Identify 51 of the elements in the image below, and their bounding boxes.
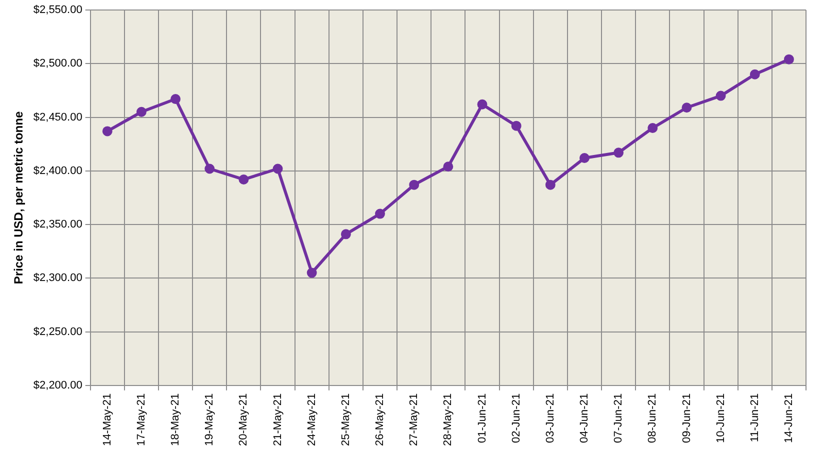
point (136, 106, 146, 117)
point (477, 99, 488, 110)
x-tick-label: 08-Jun-21 (646, 393, 659, 443)
x-tick-label: 03-Jun-21 (544, 393, 556, 443)
y-tick-label: $2,550.00 (33, 4, 82, 16)
x-tick-label: 01-Jun-21 (476, 393, 488, 443)
x-tick-label: 27-May-21 (408, 393, 420, 446)
point (272, 164, 283, 174)
y-tick-label: $2,250.00 (33, 326, 82, 338)
point (682, 102, 692, 113)
point (409, 180, 420, 190)
point (614, 148, 624, 158)
point (784, 54, 794, 64)
point (716, 90, 726, 101)
x-tick-label: 02-Jun-21 (510, 393, 522, 443)
y-tick-label: $2,200.00 (33, 379, 82, 392)
point (511, 120, 522, 131)
x-tick-label: 04-Jun-21 (578, 393, 591, 443)
x-tick-label: 14-Jun-21 (782, 393, 795, 443)
x-tick-label: 07-Jun-21 (612, 393, 625, 443)
point (306, 268, 317, 278)
x-tick-label: 21-May-21 (272, 393, 284, 446)
x-tick-label: 19-May-21 (204, 393, 216, 446)
x-tick-label: 24-May-21 (306, 393, 318, 446)
point (238, 174, 249, 184)
y-tick-label: $2,500.00 (33, 58, 82, 70)
y-tick-label: $2,400.00 (33, 164, 82, 177)
x-tick-label: 09-Jun-21 (680, 393, 693, 443)
y-axis-title: Price in USD, per metric tonne (12, 111, 26, 284)
x-tick-label: 25-May-21 (340, 393, 352, 446)
x-tick-label: 17-May-21 (135, 393, 148, 446)
point (204, 164, 215, 174)
y-tick-label: $2,300.00 (33, 272, 82, 284)
x-tick-label: 26-May-21 (374, 393, 386, 446)
x-tick-label: 18-May-21 (170, 393, 182, 446)
point (102, 126, 112, 136)
point (340, 229, 351, 240)
x-tick-label: 11-Jun-21 (748, 393, 761, 442)
x-tick-label: 10-Jun-21 (714, 393, 727, 443)
point (648, 122, 658, 133)
point (170, 94, 181, 104)
point (375, 208, 386, 219)
x-tick-label: 28-May-21 (442, 393, 454, 446)
y-tick-label: $2,450.00 (33, 111, 82, 124)
point (443, 162, 454, 172)
point (545, 180, 556, 190)
point (579, 153, 590, 164)
point (750, 69, 760, 80)
x-tick-label: 20-May-21 (238, 393, 250, 446)
y-tick-label: $2,350.00 (33, 218, 82, 231)
x-tick-label: 14-May-21 (101, 393, 114, 446)
